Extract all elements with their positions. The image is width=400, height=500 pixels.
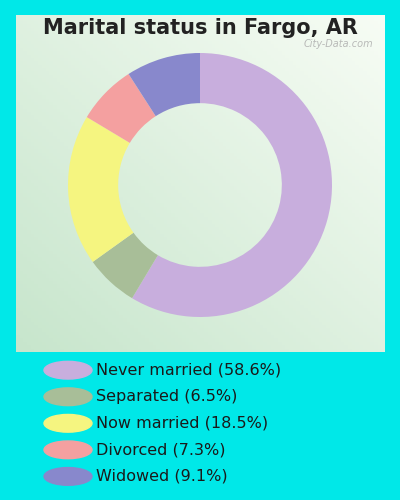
Circle shape xyxy=(44,468,92,485)
Text: Now married (18.5%): Now married (18.5%) xyxy=(96,416,268,431)
Wedge shape xyxy=(128,53,200,116)
Text: Marital status in Fargo, AR: Marital status in Fargo, AR xyxy=(42,18,358,38)
Text: City-Data.com: City-Data.com xyxy=(303,38,373,48)
Circle shape xyxy=(44,388,92,406)
Circle shape xyxy=(44,362,92,379)
Text: Never married (58.6%): Never married (58.6%) xyxy=(96,362,281,378)
Wedge shape xyxy=(132,53,332,317)
Text: Widowed (9.1%): Widowed (9.1%) xyxy=(96,469,228,484)
Text: Divorced (7.3%): Divorced (7.3%) xyxy=(96,442,226,458)
Circle shape xyxy=(44,414,92,432)
Circle shape xyxy=(44,441,92,458)
Wedge shape xyxy=(68,117,134,262)
Wedge shape xyxy=(87,74,156,143)
Wedge shape xyxy=(93,232,158,298)
Text: Separated (6.5%): Separated (6.5%) xyxy=(96,389,237,404)
